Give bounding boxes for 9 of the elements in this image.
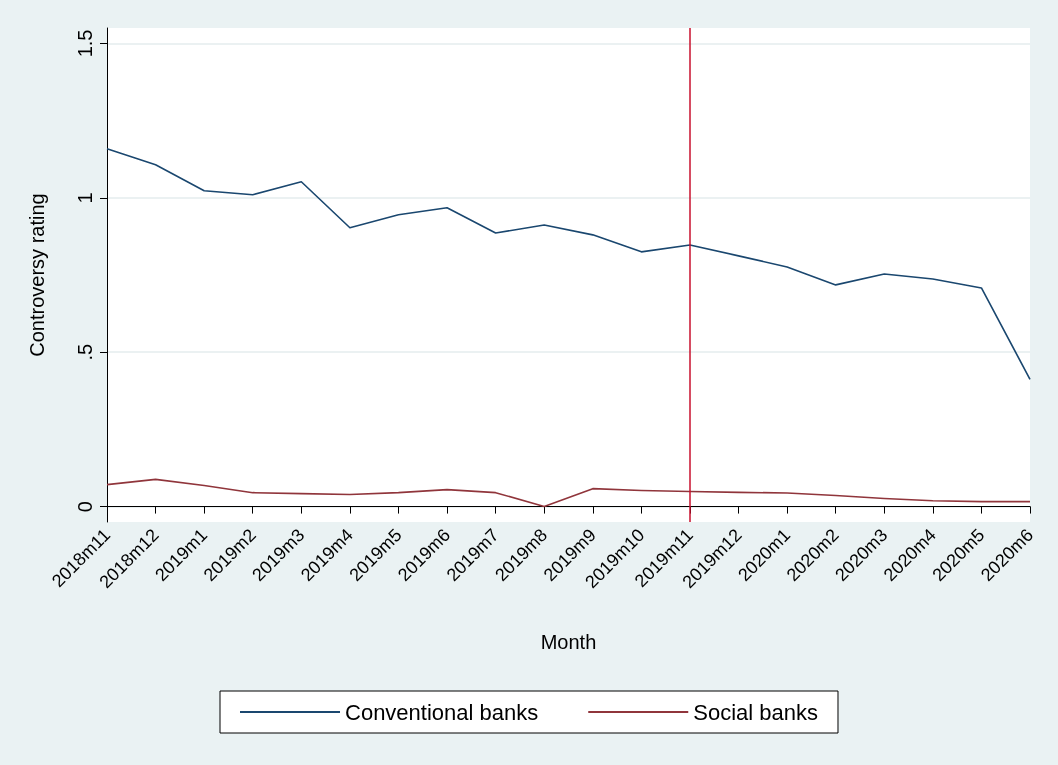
line-series (106, 147, 1031, 381)
legend-label: Conventional banks (345, 699, 539, 725)
x-axis-title: Month (540, 631, 597, 653)
y-tick-label: 1.5 (74, 29, 96, 58)
y-tick-label: .5 (74, 343, 96, 361)
legend-label: Social banks (693, 699, 818, 725)
y-axis-title: Controversy rating (26, 193, 48, 357)
y-tick-label: 1 (74, 192, 96, 204)
y-tick-label: 0 (74, 501, 96, 513)
